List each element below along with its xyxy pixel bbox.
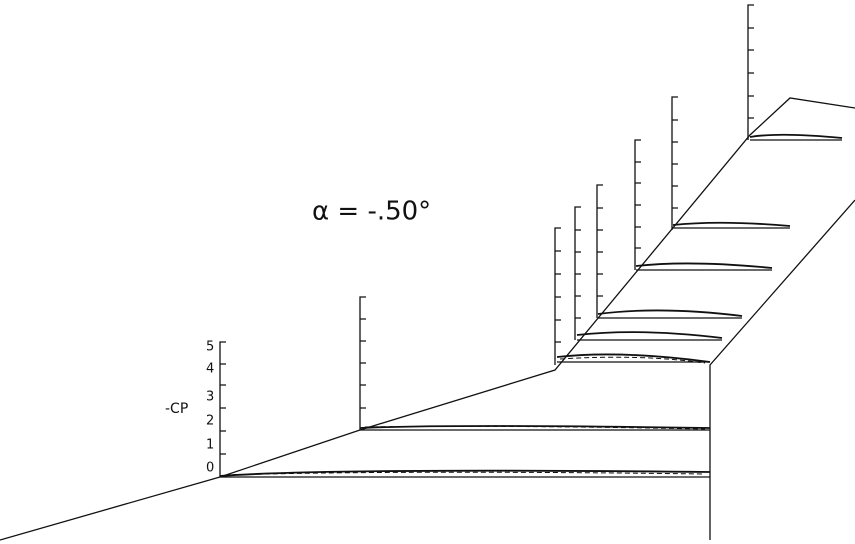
- tick-label: 1: [206, 438, 214, 453]
- chord-stations: [219, 133, 843, 478]
- tick-label: 4: [206, 362, 214, 377]
- wing-outline: [0, 97, 855, 541]
- trailing-edge: [709, 199, 855, 540]
- angle-annotation: α = -.50°: [312, 197, 431, 227]
- tick-label: 0: [206, 461, 214, 476]
- cp-axes: [219, 4, 754, 477]
- tick-label: 3: [206, 390, 214, 405]
- tick-label: 2: [206, 414, 214, 429]
- leading-edge: [0, 97, 855, 541]
- axis-label: -CP: [165, 401, 188, 417]
- tick-label: 5: [206, 340, 214, 355]
